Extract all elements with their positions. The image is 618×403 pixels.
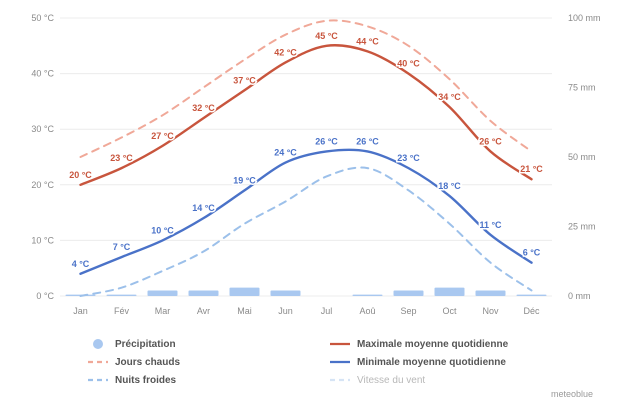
series-line-cold [79,166,533,297]
data-label-min: 26 °C [315,136,338,146]
data-label-max: 37 °C [233,75,256,85]
data-label-min: 6 °C [523,248,541,258]
x-tick-label: Sep [400,306,416,316]
y-right-tick-label: 100 mm [568,13,601,23]
x-tick-label: Jul [321,306,333,316]
grid-layer [60,17,552,297]
data-label-min: 11 °C [479,220,502,230]
x-tick-label: Jan [73,306,88,316]
y-left-tick-label: 0 °C [36,291,54,301]
data-label-max: 27 °C [151,131,174,141]
legend-label: Jours chauds [115,357,180,368]
x-tick-label: Mai [237,306,252,316]
legend-label: Précipitation [115,339,176,350]
precipitation-bar [270,290,301,296]
precipitation-bars [65,287,547,296]
data-label-max: 40 °C [397,59,420,69]
y-left-tick-label: 20 °C [31,180,54,190]
x-tick-label: Jun [278,306,293,316]
data-label-min: 18 °C [438,181,461,191]
y-left-tick-label: 30 °C [31,124,54,134]
data-label-min: 26 °C [356,136,379,146]
precipitation-bar [434,287,465,296]
data-label-max: 26 °C [479,136,502,146]
data-label-min: 4 °C [72,259,90,269]
legend-label: Nuits froides [115,375,177,386]
data-label-max: 44 °C [356,36,379,46]
precipitation-bar [393,290,424,296]
data-label-min: 14 °C [192,203,215,213]
legend: Précipitation Jours chauds Nuits froides Ma… [88,339,509,386]
data-label-min: 7 °C [113,242,131,252]
data-label-max: 23 °C [110,153,133,163]
y-right-tick-label: 0 mm [568,291,591,301]
y-left-tick-label: 40 °C [31,69,54,79]
credit-text: meteoblue [551,389,593,399]
x-tick-label: Aoû [359,306,375,316]
precipitation-bar [106,294,137,296]
data-label-min: 10 °C [151,225,174,235]
x-tick-label: Déc [523,306,540,316]
y-left-tick-label: 10 °C [31,235,54,245]
precipitation-bar [352,294,383,296]
series-lines [79,19,533,297]
x-tick-label: Mar [155,306,171,316]
precipitation-bar [188,290,219,296]
precipitation-bar [516,294,547,296]
y-right-tick-label: 25 mm [568,222,596,232]
series-line-hot [79,19,533,158]
data-label-min: 19 °C [233,175,256,185]
data-labels: 20 °C 23 °C 27 °C 32 °C 37 °C 42 °C 45 °C 44 °C… [68,29,545,270]
legend-label: Minimale moyenne quotidienne [357,357,506,368]
axis-ticks: 0 °C 10 °C 20 °C 30 °C 40 °C 50 °C 0 mm 25 mm 50… [31,13,600,316]
precipitation-bar [229,287,260,296]
precipitation-bar [475,290,506,296]
legend-swatch [93,339,103,349]
data-label-max: 42 °C [274,47,297,57]
legend-label: Vitesse du vent [357,375,425,386]
data-label-max: 45 °C [315,31,338,41]
x-tick-label: Nov [482,306,499,316]
x-tick-label: Avr [197,306,210,316]
y-right-tick-label: 50 mm [568,152,596,162]
data-label-max: 32 °C [192,103,215,113]
x-tick-label: Oct [442,306,457,316]
legend-label: Maximale moyenne quotidienne [357,339,509,350]
data-label-min: 23 °C [397,153,420,163]
data-label-max: 20 °C [69,170,92,180]
series-line-max [79,44,533,186]
x-tick-label: Fév [114,306,130,316]
data-label-max: 21 °C [520,164,543,174]
data-label-min: 24 °C [274,148,297,158]
data-label-max: 34 °C [438,92,461,102]
series-line-min [79,148,533,275]
precipitation-bar [147,290,178,296]
y-right-tick-label: 75 mm [568,83,596,93]
y-left-tick-label: 50 °C [31,13,54,23]
